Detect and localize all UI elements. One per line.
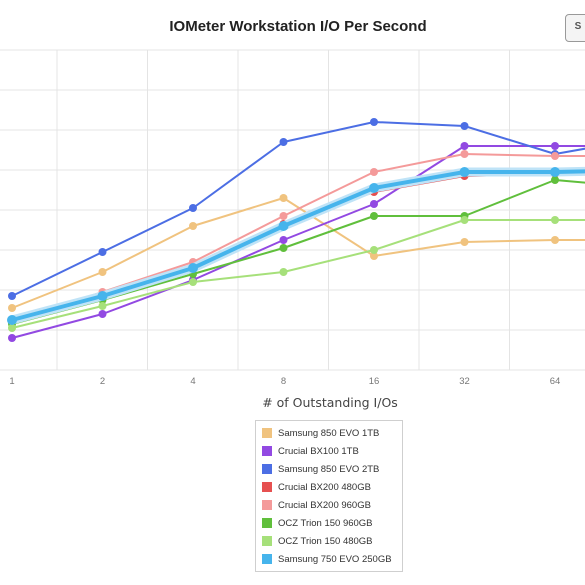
data-point bbox=[97, 291, 108, 301]
data-point bbox=[370, 200, 378, 208]
legend-swatch bbox=[262, 482, 272, 492]
legend: Samsung 850 EVO 1TB Crucial BX100 1TB Sams… bbox=[255, 420, 403, 572]
series-line bbox=[11, 121, 585, 297]
data-point bbox=[8, 334, 16, 342]
legend-item: Samsung 850 EVO 2TB bbox=[262, 460, 402, 478]
legend-item: Crucial BX200 960GB bbox=[262, 496, 402, 514]
x-tick-label: 32 bbox=[459, 376, 470, 387]
data-point bbox=[98, 268, 107, 276]
legend-label: Samsung 850 EVO 1TB bbox=[278, 427, 380, 439]
grid-lines bbox=[0, 49, 585, 371]
x-tick-labels: 1248163264128 bbox=[9, 376, 561, 387]
data-point bbox=[8, 324, 16, 332]
legend-label: Crucial BX200 480GB bbox=[278, 481, 371, 493]
legend-label: OCZ Trion 150 480GB bbox=[278, 535, 373, 547]
series-line bbox=[11, 145, 585, 339]
data-point bbox=[370, 212, 378, 220]
legend-item: OCZ Trion 150 960GB bbox=[262, 514, 402, 532]
legend-item: Samsung 750 EVO 250GB bbox=[262, 550, 402, 568]
data-point bbox=[98, 310, 107, 318]
data-point bbox=[460, 122, 469, 130]
data-point bbox=[551, 236, 559, 244]
legend-swatch bbox=[262, 554, 272, 564]
data-point bbox=[551, 142, 559, 150]
legend-item: OCZ Trion 150 480GB bbox=[262, 532, 402, 550]
data-point bbox=[189, 222, 197, 230]
data-point bbox=[459, 167, 470, 177]
legend-swatch bbox=[262, 500, 272, 510]
data-point bbox=[460, 150, 469, 158]
data-point bbox=[370, 168, 378, 176]
legend-item: Crucial BX200 480GB bbox=[262, 478, 402, 496]
data-point bbox=[279, 138, 288, 146]
series-line bbox=[11, 197, 585, 309]
legend-swatch bbox=[262, 536, 272, 546]
legend-label: Samsung 750 EVO 250GB bbox=[278, 553, 392, 565]
legend-swatch bbox=[262, 518, 272, 528]
data-point bbox=[8, 292, 16, 300]
x-tick-label: 1 bbox=[9, 376, 14, 387]
legend-label: Samsung 850 EVO 2TB bbox=[278, 463, 380, 475]
series-layer bbox=[7, 118, 585, 342]
series-group bbox=[8, 194, 585, 312]
data-point bbox=[98, 248, 107, 256]
data-point bbox=[370, 252, 378, 260]
data-point bbox=[460, 142, 469, 150]
series-line bbox=[11, 169, 585, 322]
x-tick-label: 8 bbox=[281, 376, 286, 387]
data-point bbox=[460, 238, 469, 246]
legend-label: OCZ Trion 150 960GB bbox=[278, 517, 373, 529]
data-point bbox=[369, 183, 379, 193]
data-point bbox=[460, 216, 469, 224]
legend-label: Crucial BX200 960GB bbox=[278, 499, 371, 511]
legend-swatch bbox=[262, 428, 272, 438]
data-point bbox=[7, 315, 17, 325]
chart-title: IOMeter Workstation I/O Per Second bbox=[169, 18, 427, 35]
data-point bbox=[8, 304, 16, 312]
data-point bbox=[279, 212, 288, 220]
series-line bbox=[11, 179, 585, 325]
data-point bbox=[370, 246, 378, 254]
data-point bbox=[370, 118, 378, 126]
legend-item: Crucial BX100 1TB bbox=[262, 442, 402, 460]
x-tick-label: 2 bbox=[100, 376, 105, 387]
series-group bbox=[8, 216, 585, 332]
data-point bbox=[550, 167, 560, 177]
data-point bbox=[551, 152, 559, 160]
data-point bbox=[279, 244, 288, 252]
data-point bbox=[188, 263, 198, 273]
series-group bbox=[7, 166, 585, 325]
x-tick-label: 64 bbox=[550, 376, 561, 387]
site-logo-icon: S bbox=[565, 14, 585, 42]
series-group bbox=[8, 176, 585, 328]
data-point bbox=[551, 216, 559, 224]
data-point bbox=[278, 221, 289, 231]
data-point bbox=[189, 204, 197, 212]
x-tick-label: 16 bbox=[369, 376, 380, 387]
data-point bbox=[551, 176, 559, 184]
x-axis-title: # of Outstanding I/Os bbox=[262, 395, 398, 410]
data-point bbox=[98, 302, 107, 310]
legend-label: Crucial BX100 1TB bbox=[278, 445, 359, 457]
data-point bbox=[279, 194, 288, 202]
legend-swatch bbox=[262, 464, 272, 474]
legend-swatch bbox=[262, 446, 272, 456]
data-point bbox=[279, 236, 288, 244]
data-point bbox=[279, 268, 288, 276]
x-tick-label: 4 bbox=[190, 376, 195, 387]
legend-item: Samsung 850 EVO 1TB bbox=[262, 424, 402, 442]
data-point bbox=[189, 278, 197, 286]
series-line bbox=[11, 219, 585, 329]
